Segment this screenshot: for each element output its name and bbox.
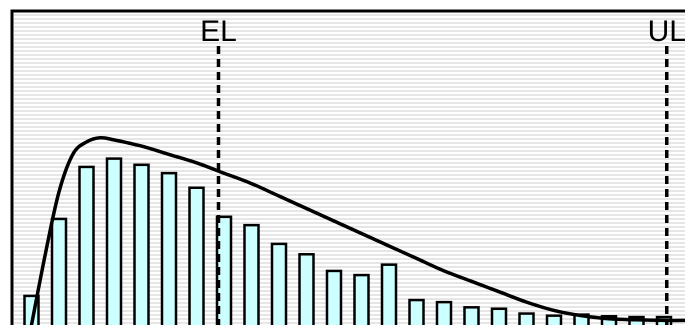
bar [105, 157, 123, 325]
bar [518, 312, 535, 325]
bar [270, 242, 288, 325]
bar [160, 171, 178, 325]
bar [435, 300, 453, 325]
bar [325, 269, 343, 325]
bar [408, 298, 425, 325]
reference-label-ul: UL [648, 15, 685, 48]
bar [243, 223, 260, 325]
bar [490, 307, 508, 325]
bar [380, 263, 398, 325]
reference-lines: EL UL [200, 15, 685, 325]
bar [50, 217, 68, 325]
bar-series [23, 157, 673, 325]
bar [353, 273, 370, 325]
bar [463, 306, 480, 325]
grid-lines [14, 14, 685, 324]
reference-label-el: EL [200, 15, 237, 48]
bar [298, 253, 315, 325]
bar [600, 315, 618, 325]
bar [78, 165, 95, 325]
plot-frame [10, 9, 685, 325]
bar [133, 163, 150, 325]
bar [545, 314, 563, 325]
bar [188, 186, 205, 325]
distribution-curve [29, 135, 685, 325]
